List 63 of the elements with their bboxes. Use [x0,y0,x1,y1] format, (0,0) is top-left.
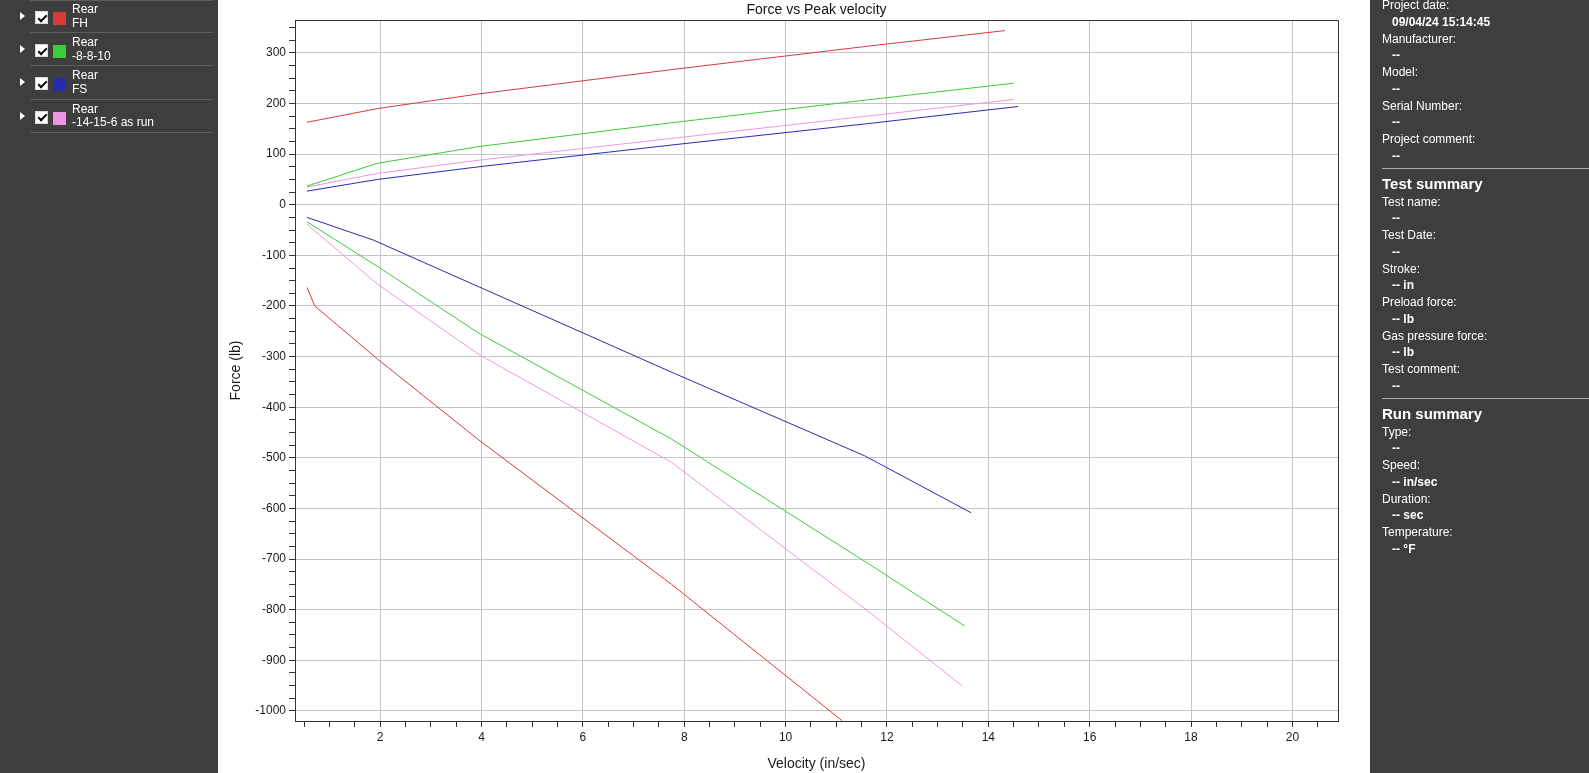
y-axis-title: Force (lb) [227,340,244,401]
text: -- lb [1391,344,1415,361]
y-tick-label: -400 [261,399,287,414]
text: -- [1391,114,1401,131]
text: -- [1391,47,1401,64]
text: Stroke: [1381,260,1421,278]
text: Test comment: [1381,361,1462,378]
text: Gas pressure force: [1381,327,1489,345]
y-tick-label: -200 [261,298,287,313]
y-tick-label: 0 [279,197,287,212]
legend-label: Rear FH [72,2,99,30]
text: -- [1391,243,1401,261]
text: Serial Number: [1381,97,1464,115]
x-tick-label: 12 [880,729,894,744]
text: Project comment: [1381,131,1477,148]
text: Preload force: [1381,294,1458,311]
x-tick-label: 6 [579,729,587,744]
text: 09/04/24 15:14:45 [1391,13,1492,31]
x-tick-label: 14 [981,729,996,744]
text: Test name: [1381,193,1442,211]
text: -- °F [1391,540,1417,558]
y-tick-label: -800 [261,601,287,616]
text: -- [1391,210,1401,227]
text: Temperature: [1381,524,1454,541]
text: -- lb [1391,310,1415,328]
y-tick-label: -1000 [255,703,287,718]
y-tick-label: -600 [261,500,287,515]
x-tick-label: 16 [1082,729,1097,744]
text: Type: [1381,423,1413,441]
y-tick-label: -700 [261,551,287,566]
text: -- [1391,377,1401,395]
text: Speed: [1381,457,1422,474]
y-tick-label: 200 [265,95,287,110]
text: -- in/sec [1391,473,1439,491]
text: Run summary [1381,403,1484,424]
text: -- [1391,80,1401,98]
text: -- in [1391,277,1415,294]
text: Manufacturer: [1381,30,1458,48]
x-tick-label: 10 [778,729,793,744]
x-tick-label: 20 [1285,729,1300,744]
text: Duration: [1381,490,1432,508]
x-axis-title: Velocity (in/sec) [767,755,866,772]
text: Project date: [1381,0,1451,14]
y-tick-label: -900 [261,652,287,667]
text: Model: [1381,64,1420,81]
x-tick-label: 18 [1184,729,1199,744]
y-tick-label: -500 [261,450,287,465]
y-tick-label: -300 [261,348,287,363]
text: Test Date: [1381,227,1438,244]
y-tick-label: 300 [265,45,287,60]
y-tick-label: 100 [265,146,287,161]
legend-label: Rear -14-15-6 as run [72,101,155,130]
x-tick-label: 8 [680,729,688,744]
text: -- [1391,147,1401,165]
text: -- [1391,440,1401,457]
text: Test summary [1381,173,1484,194]
text: -- sec [1391,507,1425,524]
chart-title: Force vs Peak velocity [746,0,887,17]
y-tick-label: -100 [261,247,287,262]
legend-label: Rear FS [72,68,99,97]
legend-label: Rear -8-8-10 [72,35,111,64]
x-tick-label: 4 [478,729,486,744]
x-tick-label: 2 [376,729,384,744]
